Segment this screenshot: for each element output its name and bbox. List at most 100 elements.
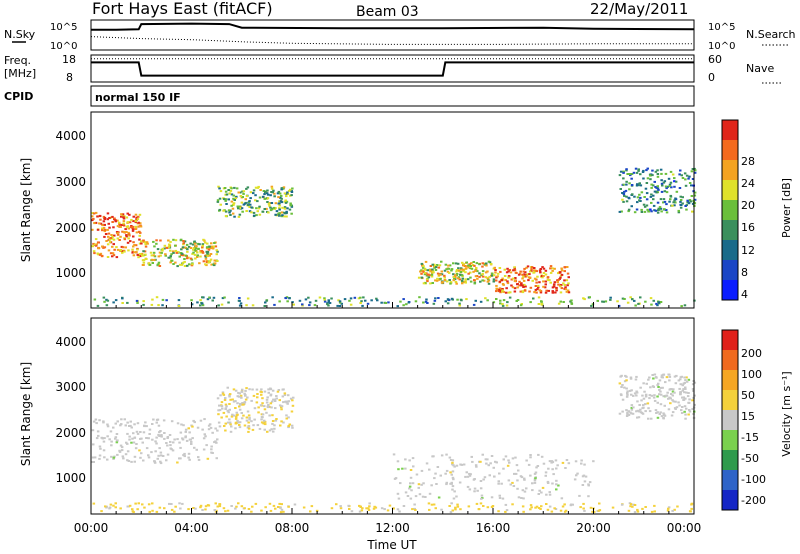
power-cell [107,235,110,238]
velocity-cell [151,502,154,505]
power-cell [481,275,485,278]
power-cell [152,254,155,257]
power-cell [122,231,126,233]
power-cell [216,250,219,253]
power-cell [460,274,464,277]
velocity-cell [129,420,132,423]
power-cell [176,265,179,268]
velocity-cell [692,389,695,392]
power-cell [143,250,147,253]
power-cell [456,298,459,301]
velocity-cell [280,503,283,506]
velocity-cell [251,388,254,391]
velocity-cell [261,402,264,405]
power-cell [472,303,476,306]
velocity-cell [169,447,172,450]
power-cell [557,283,560,286]
velocity-cell [116,439,119,442]
velocity-cell [245,419,249,422]
power-cell [249,203,252,206]
power-cell [693,171,697,174]
power-cell [127,227,130,230]
velocity-cell [653,394,656,397]
velocity-cell [658,393,661,396]
power-cell [669,170,673,173]
power-cell [671,204,674,207]
power-cell [210,242,213,245]
velocity-cell [221,392,225,395]
power-cell [91,215,94,218]
nsky-series-line [91,22,695,31]
velocity-cell [493,475,496,478]
power-cell [456,262,460,265]
power-cell [459,273,462,276]
velocity-cell [677,401,680,404]
power-cell [204,255,208,258]
power-cell [125,235,128,238]
velocity-cell [179,507,182,510]
velocity-cell [401,467,404,470]
power-cell [273,195,276,198]
velocity-cell [158,447,161,450]
power-cell [625,183,628,186]
velocity-cell [538,489,541,492]
power-cell [535,281,538,284]
velocity-cell [112,426,115,429]
power-cell [145,241,149,244]
power-cell [349,303,353,306]
power-cell [625,180,628,183]
power-cell [99,252,103,255]
power-cell [103,235,106,238]
velocity-cell [531,482,534,485]
power-cell [112,238,116,241]
power-cell [501,304,505,307]
velocity-cell [656,411,659,414]
velocity-cell [658,413,661,415]
power-cell [150,258,154,261]
velocity-cell [684,388,687,390]
power-cell [654,170,658,173]
power-cell [261,210,265,213]
velocity-cell [560,497,564,500]
velocity-cell [254,502,258,505]
velocity-cell [166,436,170,438]
velocity-cell [268,414,271,417]
power-cell [495,284,498,287]
power-cell [499,299,502,302]
power-cell [512,277,515,280]
power-cell [621,297,625,300]
velocity-cell [148,433,151,435]
power-cell [681,202,684,205]
power-cell [105,304,109,307]
velocity-cell [456,503,459,506]
velocity-cell [264,506,267,509]
power-cell [547,289,550,292]
velocity-cell [228,403,231,405]
velocity-cell [619,393,623,396]
velocity-cell [659,403,663,406]
velocity-cell [545,493,548,496]
power-cell [467,264,470,267]
power-cell [121,297,124,300]
power-cell [97,253,100,256]
power-cell [91,212,95,215]
cpid-panel: CPID normal 150 IF [4,85,695,107]
velocity-cell [548,493,552,496]
velocity-cell [257,406,260,409]
velocity-cell [593,510,596,513]
power-cell [448,264,452,267]
velocity-cell [238,424,241,426]
velocity-cell [434,507,437,510]
power-cell [455,273,459,275]
power-cell [470,262,473,265]
velocity-cell [620,503,624,506]
velocity-cell [679,393,682,396]
velocity-cell [216,429,219,432]
velocity-cell [213,441,216,444]
power-cell [551,269,554,272]
velocity-ytick-3000: 3000 [55,380,86,394]
power-cell [591,303,595,306]
power-cell [156,263,160,266]
power-cell [429,269,433,272]
noise-left-label: N.Sky [4,28,36,41]
